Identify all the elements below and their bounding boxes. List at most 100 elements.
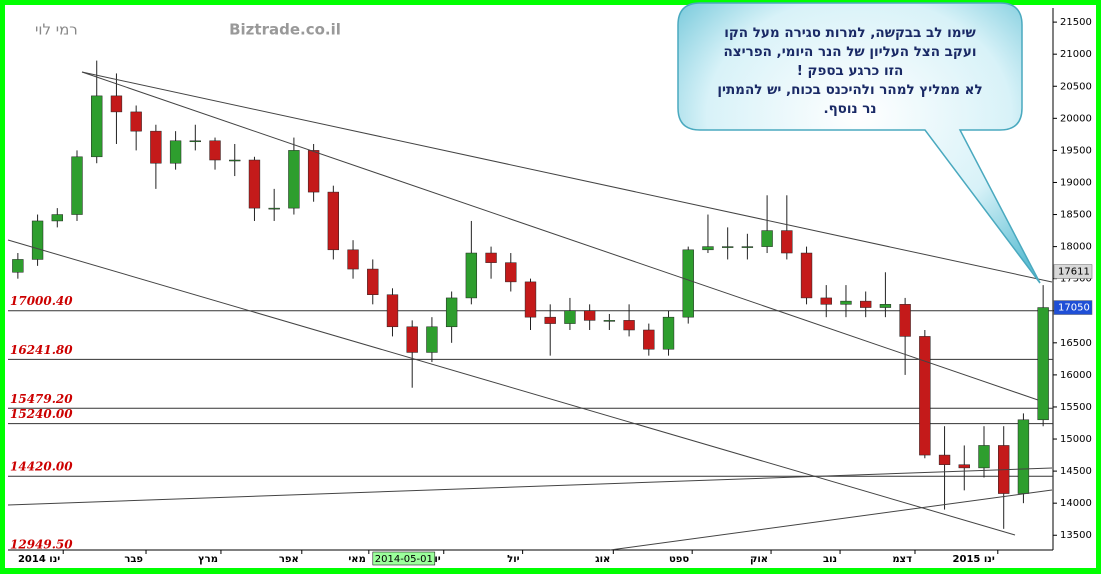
candle-body: [938, 454, 951, 465]
candle-body: [327, 191, 340, 251]
trend-line: [7, 467, 1053, 506]
y-tick-label: 21000: [1060, 49, 1092, 60]
trend-line: [7, 239, 1016, 536]
candle-body: [248, 159, 261, 209]
candle-body: [583, 310, 596, 321]
y-tick-label: 16500: [1060, 338, 1092, 349]
y-tick-label: 17500: [1060, 274, 1092, 285]
candle-body: [919, 336, 931, 456]
candle-body: [524, 281, 537, 318]
x-tick-label: פבר: [124, 554, 143, 565]
trend-lines: [7, 71, 1053, 551]
candle-body: [347, 249, 359, 270]
y-tick-label: 13500: [1060, 530, 1092, 541]
y-tick-label: 20000: [1060, 113, 1092, 124]
candle-body: [761, 230, 773, 247]
y-tick-label: 19500: [1060, 145, 1092, 156]
level-label: 17000.40: [10, 294, 73, 308]
candle-body: [879, 304, 892, 308]
level-label: 14420.00: [10, 460, 73, 474]
candle-body: [781, 230, 793, 254]
price-marker-label: 17611: [1058, 267, 1090, 278]
candle-body: [367, 268, 379, 295]
candle-body: [130, 111, 142, 132]
candle-body: [505, 262, 517, 283]
candle-body: [465, 252, 478, 299]
cursor-date: 2014-05-01: [375, 554, 433, 565]
note-line: נר נוסף.: [823, 101, 876, 117]
candle-body: [702, 246, 714, 251]
y-tick-label: 14500: [1060, 466, 1092, 477]
note-line: ועקב הצל העליון של הנר היומי, הפריצה: [724, 44, 977, 60]
candle-body: [91, 95, 103, 158]
candle-body: [1017, 419, 1030, 494]
site: Biztrade.co.il: [229, 21, 341, 39]
y-tick-label: 15000: [1060, 434, 1092, 445]
x-tick-label: מרץ: [198, 554, 218, 565]
x-tick-label: 2014 ינו: [18, 554, 60, 565]
candle-body: [288, 150, 300, 209]
candle-body: [445, 297, 458, 328]
candle-body: [800, 252, 813, 299]
level-label: 16241.80: [10, 343, 73, 357]
candle-body: [485, 252, 497, 263]
y-tick-label: 16000: [1060, 370, 1092, 381]
level-label: 15240.00: [10, 407, 73, 421]
candle-body: [307, 150, 320, 193]
candle-body: [623, 320, 635, 331]
candle-body: [209, 140, 221, 161]
plot: 13500 14000 14500 15000 15500 16000 16500 17000…: [8, 8, 1093, 566]
candle-body: [71, 156, 83, 215]
y-tick-label: 21500: [1060, 17, 1092, 28]
price-marker: [1053, 264, 1093, 279]
candle-body: [899, 304, 911, 337]
candle-body: [110, 95, 123, 113]
candle-body: [189, 140, 201, 143]
x-tick-label: ספט: [669, 554, 689, 565]
candle-body: [12, 259, 24, 273]
candle-body: [682, 249, 694, 318]
candle-body: [229, 159, 241, 162]
note-line: לא ממליץ למהר ולהיכנס בכוח, יש להמתין: [717, 82, 982, 98]
candle-body: [643, 329, 655, 350]
candle-body: [150, 130, 162, 164]
candle-body: [426, 326, 438, 353]
candle-body: [662, 316, 675, 350]
price-marker: [1053, 300, 1093, 315]
candle-body: [721, 246, 734, 248]
candle-body: [958, 464, 970, 469]
y-tick-label: 18500: [1060, 210, 1092, 221]
candle-body: [51, 214, 63, 222]
x-tick-label: אוק: [750, 554, 768, 565]
y-tick-label: 20500: [1060, 81, 1092, 92]
level-label: 15479.20: [10, 392, 73, 406]
price-marker-label: 17050: [1058, 303, 1090, 314]
candle-body: [860, 300, 872, 308]
note-line: הזו כרגע בספק !: [797, 63, 904, 79]
y-tick-label: 15500: [1060, 402, 1092, 413]
candle-body: [741, 246, 754, 248]
candle-body: [169, 140, 182, 164]
trend-line: [609, 489, 1053, 551]
candle-body: [31, 220, 44, 260]
candle-body: [406, 326, 418, 353]
author: רמי לוי: [35, 21, 78, 39]
y-tick-label: 18000: [1060, 242, 1092, 253]
candle-body: [268, 207, 280, 210]
x-tick-label: 2015 ינו: [953, 554, 995, 565]
x-tick-label: דצמ: [892, 554, 912, 565]
candle-body: [603, 320, 616, 322]
note-line: שימו לב בבקשה, למרות סגירה מעל הקו: [724, 25, 976, 41]
candle-body: [1037, 307, 1049, 421]
cursor-date-box: [372, 551, 436, 566]
candle-body: [820, 297, 832, 305]
x-tick-label: יונ: [430, 554, 441, 565]
y-tick-label: 14000: [1060, 498, 1092, 509]
speech-bubble: [677, 2, 1041, 284]
trend-line: [81, 71, 1053, 283]
candle-body: [386, 294, 399, 328]
candle-body: [978, 445, 990, 469]
x-tick-label: אפר: [279, 554, 299, 565]
